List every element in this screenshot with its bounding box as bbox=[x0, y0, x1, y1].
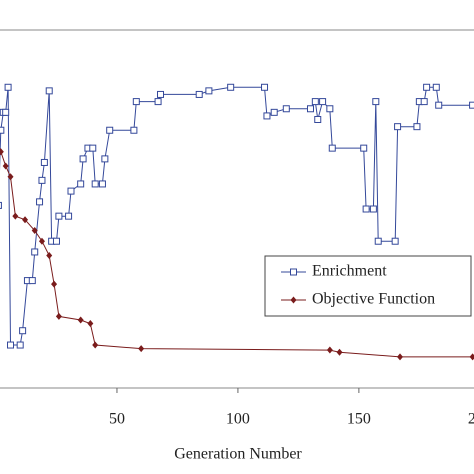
marker bbox=[65, 212, 73, 220]
marker bbox=[0, 126, 5, 134]
marker bbox=[101, 155, 109, 163]
marker bbox=[2, 108, 10, 116]
marker bbox=[374, 237, 382, 245]
series-line bbox=[0, 147, 473, 358]
legend-marker bbox=[290, 296, 297, 304]
legend: Enrichment Objective Function bbox=[264, 255, 472, 317]
marker bbox=[227, 83, 235, 91]
legend-label: Enrichment bbox=[312, 263, 387, 280]
marker bbox=[423, 83, 431, 91]
marker bbox=[435, 101, 443, 109]
marker bbox=[77, 180, 85, 188]
marker bbox=[311, 98, 319, 106]
marker bbox=[326, 346, 333, 354]
marker bbox=[360, 144, 368, 152]
marker bbox=[130, 126, 138, 134]
marker bbox=[328, 144, 336, 152]
marker bbox=[89, 144, 97, 152]
marker bbox=[420, 98, 428, 106]
marker bbox=[28, 277, 36, 285]
legend-symbol bbox=[290, 296, 297, 304]
marker bbox=[314, 116, 322, 123]
marker bbox=[46, 252, 53, 260]
plot-frame bbox=[0, 29, 474, 389]
marker bbox=[38, 176, 46, 184]
marker bbox=[469, 101, 474, 109]
series bbox=[0, 147, 474, 361]
marker bbox=[270, 108, 278, 116]
marker bbox=[369, 205, 377, 213]
marker bbox=[12, 212, 19, 220]
marker bbox=[0, 148, 4, 156]
marker bbox=[36, 198, 44, 206]
marker bbox=[205, 87, 213, 95]
series bbox=[0, 83, 474, 349]
legend-box bbox=[264, 255, 472, 317]
marker bbox=[413, 123, 421, 131]
legend-label: Objective Function bbox=[312, 291, 435, 308]
marker bbox=[77, 316, 84, 324]
marker bbox=[91, 180, 99, 188]
marker bbox=[98, 180, 106, 188]
marker bbox=[2, 162, 9, 170]
marker bbox=[55, 212, 63, 220]
marker bbox=[132, 98, 140, 106]
marker bbox=[138, 345, 145, 353]
marker bbox=[306, 105, 314, 113]
marker bbox=[92, 341, 99, 349]
marker bbox=[195, 90, 203, 98]
marker bbox=[87, 320, 94, 328]
marker bbox=[263, 112, 271, 120]
marker bbox=[51, 280, 58, 288]
marker bbox=[31, 226, 38, 234]
marker bbox=[106, 126, 114, 134]
marker bbox=[319, 98, 327, 106]
legend-symbol bbox=[290, 268, 297, 276]
x-tick-label: 50 bbox=[109, 411, 125, 428]
marker bbox=[336, 348, 343, 356]
marker bbox=[55, 312, 62, 320]
marker bbox=[362, 205, 370, 213]
x-tick-label: 200 bbox=[468, 411, 474, 428]
x-axis-label: Generation Number bbox=[174, 446, 302, 463]
marker bbox=[22, 216, 29, 224]
marker bbox=[0, 201, 2, 209]
marker bbox=[282, 105, 290, 113]
marker bbox=[31, 248, 39, 256]
marker bbox=[19, 327, 27, 335]
marker bbox=[52, 237, 60, 245]
marker bbox=[45, 87, 53, 95]
marker bbox=[326, 105, 334, 113]
marker bbox=[40, 158, 48, 166]
marker bbox=[4, 83, 12, 91]
marker bbox=[157, 90, 165, 98]
marker bbox=[261, 83, 269, 91]
legend-marker bbox=[290, 268, 297, 276]
marker bbox=[397, 353, 404, 361]
marker bbox=[391, 237, 399, 245]
marker bbox=[79, 155, 87, 163]
x-tick-label: 150 bbox=[347, 411, 371, 428]
marker bbox=[67, 187, 75, 195]
marker bbox=[38, 237, 45, 245]
x-tick-label: 100 bbox=[226, 411, 250, 428]
marker bbox=[7, 341, 15, 349]
marker bbox=[16, 341, 24, 349]
marker bbox=[432, 83, 440, 91]
marker bbox=[7, 173, 14, 181]
marker bbox=[394, 123, 402, 131]
marker bbox=[372, 98, 380, 106]
marker bbox=[469, 353, 474, 361]
marker bbox=[154, 98, 162, 106]
